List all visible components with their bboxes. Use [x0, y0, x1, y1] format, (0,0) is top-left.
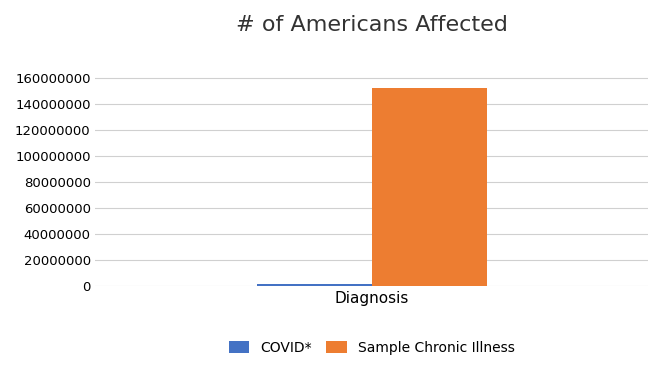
Title: # of Americans Affected: # of Americans Affected: [236, 15, 508, 35]
Bar: [257, 284, 372, 286]
Legend: COVID*, Sample Chronic Illness: COVID*, Sample Chronic Illness: [223, 336, 520, 361]
Bar: [372, 88, 487, 286]
